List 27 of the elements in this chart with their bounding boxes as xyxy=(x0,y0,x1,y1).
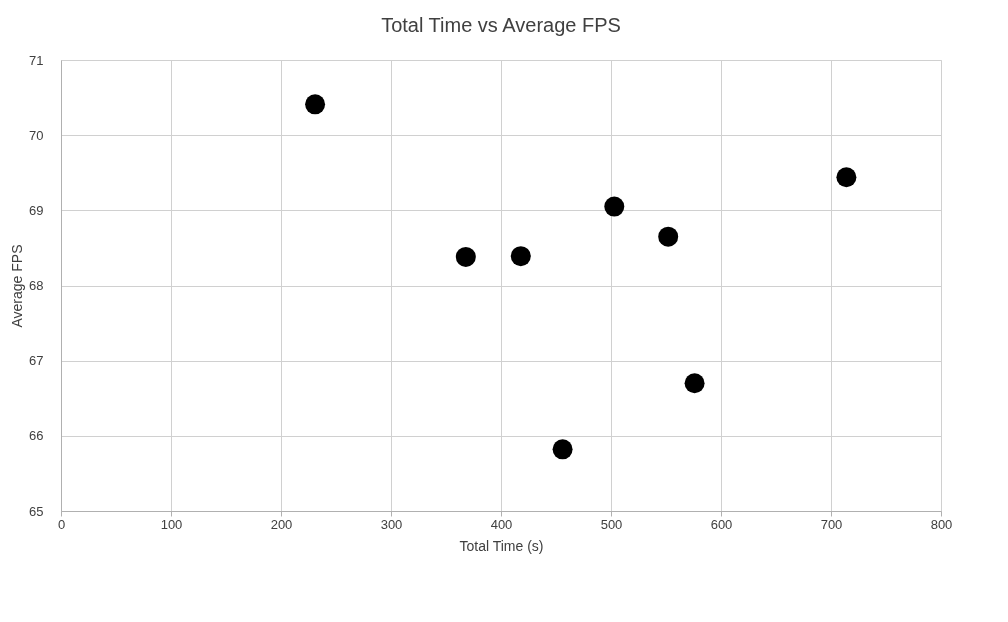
y-tick-label: 67 xyxy=(29,353,44,369)
x-tick-label: 700 xyxy=(820,516,843,532)
point xyxy=(604,196,625,217)
point xyxy=(455,246,476,267)
point xyxy=(305,94,326,115)
y-tick-label: 70 xyxy=(29,127,44,143)
x-tick-label: 800 xyxy=(930,516,953,532)
x-tick-label: 200 xyxy=(270,516,293,532)
point xyxy=(684,373,705,394)
point xyxy=(836,167,857,188)
y-tick-label: 66 xyxy=(29,428,44,444)
y-tick-label: 68 xyxy=(29,278,44,293)
x-tick-label: 300 xyxy=(380,516,403,532)
y-tick-label: 71 xyxy=(29,52,44,68)
x-tick-label: 500 xyxy=(600,516,623,532)
x-tick-label: 400 xyxy=(490,516,513,532)
point xyxy=(510,246,531,267)
y-tick-label: 69 xyxy=(29,202,44,218)
point xyxy=(658,226,679,247)
x-tick-label: 100 xyxy=(160,516,183,532)
x-tick-label: 0 xyxy=(57,516,66,532)
x-tick-label: 600 xyxy=(710,516,733,532)
x-axis-title: Total Time (s) xyxy=(459,537,544,554)
y-tick-label: 65 xyxy=(29,503,44,519)
y-axis-title: Average FPS xyxy=(9,244,26,328)
point xyxy=(552,439,573,460)
chart-title: Total Time vs Average FPS xyxy=(381,14,621,36)
